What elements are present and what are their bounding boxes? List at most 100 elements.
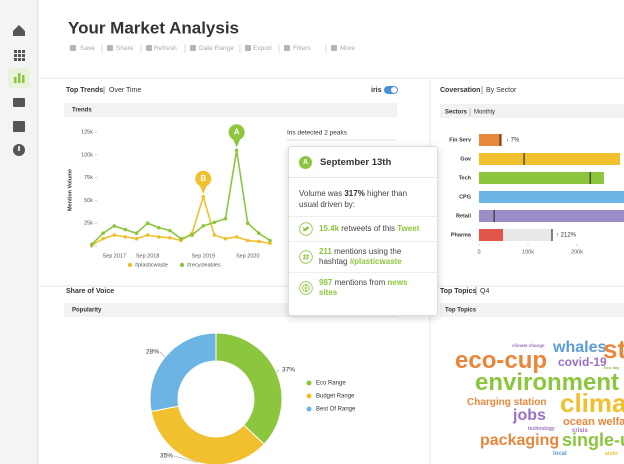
legend-label: #recycleables — [187, 262, 221, 268]
toolbar-button[interactable]: Export — [253, 45, 272, 52]
x-tick-label: Sep 2017 — [102, 253, 126, 259]
annotation: Iris detected 2 peaks — [287, 130, 348, 137]
legend-swatch — [306, 380, 312, 386]
panel-sublabel: Monthly — [474, 110, 495, 116]
data-point — [156, 235, 161, 239]
tooltip-date: September 13th — [320, 156, 392, 168]
legend-swatch — [306, 393, 312, 399]
summary-part: higher than usual driven by: — [299, 189, 408, 209]
toolbar-icon — [284, 45, 290, 51]
donut-segment — [215, 332, 283, 445]
panel-title: Top Trends — [66, 87, 103, 94]
bar-category: Fin Serv — [449, 137, 472, 143]
panel-subtitle: Q4 — [480, 288, 489, 295]
topic-word: climate change — [512, 343, 545, 348]
toolbar-icon — [245, 45, 251, 51]
bar-category: CPG — [459, 194, 471, 200]
legend-swatch — [127, 262, 133, 268]
analytics-icon[interactable] — [14, 73, 25, 83]
y-tick-label: 25k — [84, 221, 93, 227]
peak-pin — [199, 184, 208, 194]
tooltip-items: 15.4k retweets of this Tweet 211 mentions… — [289, 216, 437, 303]
data-point — [234, 148, 239, 153]
bar-category: Tech — [459, 175, 472, 181]
panel-title: Coversation — [440, 87, 480, 94]
toolbar-button[interactable]: Share — [116, 45, 134, 52]
item-text: 15.4k retweets of this Tweet — [319, 224, 419, 234]
benchmark-track — [503, 229, 553, 241]
home-icon[interactable] — [13, 25, 25, 36]
panel-label: Sectors — [445, 110, 468, 116]
item-text: 211 mentions using the hashtag #plasticw… — [319, 247, 427, 267]
data-point — [212, 220, 217, 225]
donut-label: 28% — [146, 349, 159, 356]
data-point — [168, 235, 172, 240]
x-tick-label: Sep 2020 — [236, 253, 260, 259]
legend-swatch — [306, 406, 312, 412]
data-point — [190, 233, 194, 237]
panel-title: Top Topics — [440, 288, 476, 295]
topic-word: st — [603, 334, 624, 364]
toolbar-button[interactable]: More — [340, 45, 355, 52]
toolbar-icon — [107, 45, 113, 51]
data-point — [223, 216, 228, 221]
item-icon — [299, 222, 313, 236]
item-highlight: 211 — [319, 247, 332, 256]
grid-icon[interactable] — [14, 50, 25, 61]
toolbar-icon — [331, 45, 337, 51]
tooltip-item: 15.4k retweets of this Tweet — [289, 216, 437, 241]
y-tick-label: 50k — [84, 198, 93, 204]
toggle-knob — [391, 87, 397, 93]
topic-word: Charging station — [467, 397, 546, 408]
x-tick-label: Sep 2018 — [136, 253, 160, 259]
toolbar-button[interactable]: Filters — [293, 45, 311, 52]
topic-word: covid-19 — [558, 355, 607, 369]
x-tick-label: 200k — [571, 249, 583, 255]
toolbar-button[interactable]: Date Range — [199, 45, 234, 52]
panel-strip — [440, 104, 624, 118]
toolbar-icon — [70, 45, 76, 51]
legend-label: Best Of Range — [316, 407, 356, 413]
item-highlight: news sites — [319, 278, 408, 297]
legend-label: Budget Range — [316, 394, 355, 400]
toolbar-icon — [146, 45, 152, 51]
item-text-part: mentions using the hashtag — [319, 247, 402, 266]
x-tick-label: 0 — [477, 249, 480, 255]
topic-word: arctic — [605, 451, 619, 457]
item-text-part: mentions from — [332, 278, 388, 287]
peak-pin — [232, 138, 241, 148]
topic-word: environment — [475, 369, 619, 396]
bar-category: Retail — [456, 213, 471, 219]
toolbar-button[interactable]: Refresh — [154, 45, 177, 52]
report-icon[interactable] — [13, 121, 25, 132]
legend-label: Eco Range — [316, 381, 346, 387]
x-tick-label: 100k — [522, 249, 534, 255]
topic-word: eco-cup — [455, 347, 547, 374]
item-highlight: 15.4k — [319, 224, 340, 233]
peak-label: A — [234, 127, 240, 136]
data-point — [123, 227, 128, 232]
briefcase-icon[interactable] — [13, 98, 25, 107]
data-point — [201, 194, 206, 199]
toolbar-button[interactable]: Save — [80, 45, 95, 52]
donut-segment — [149, 332, 217, 412]
data-point — [168, 228, 172, 233]
topic-word: crisis — [572, 428, 588, 434]
item-highlight: #plasticwaste — [349, 257, 402, 266]
topic-word: local — [553, 451, 567, 457]
summary-part: Volume was — [299, 189, 345, 198]
change-label: ↓ 7% — [506, 138, 520, 144]
peak-label: B — [200, 174, 206, 183]
data-point — [101, 231, 105, 236]
panel-subtitle: By Sector — [486, 87, 517, 94]
donut-label: 37% — [282, 367, 295, 374]
tooltip-item: 987 mentions from news sites — [289, 272, 437, 303]
data-point — [145, 233, 150, 237]
bar — [479, 153, 621, 165]
bar — [479, 229, 504, 241]
alert-icon-mark — [18, 146, 20, 151]
data-point — [101, 236, 105, 241]
tooltip-item: 211 mentions using the hashtag #plasticw… — [289, 241, 437, 272]
